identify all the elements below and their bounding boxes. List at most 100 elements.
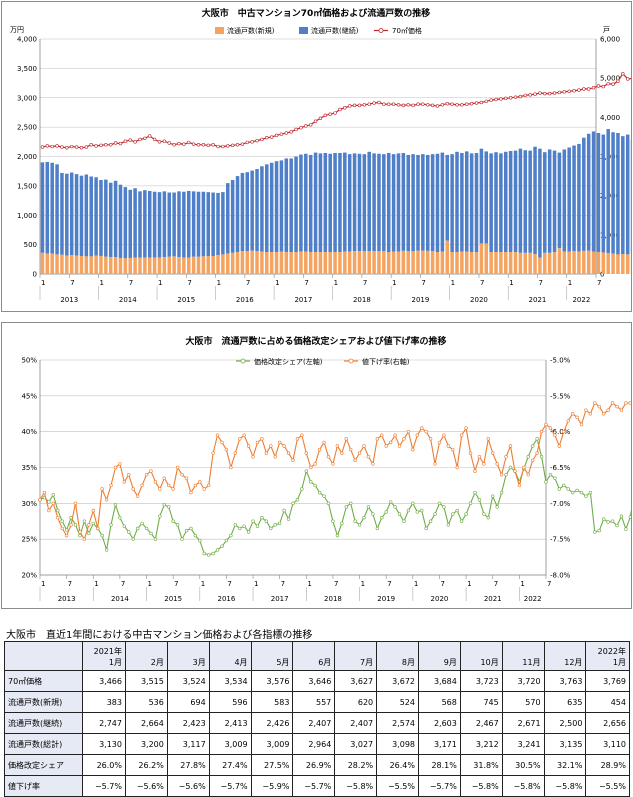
bar-continuing bbox=[241, 173, 245, 251]
rate-point bbox=[478, 455, 481, 458]
bar-continuing bbox=[255, 169, 259, 251]
share-point bbox=[198, 539, 201, 542]
bar-continuing bbox=[94, 177, 98, 255]
bar-continuing bbox=[548, 149, 552, 252]
bar-new bbox=[597, 252, 601, 274]
column-year bbox=[422, 646, 457, 657]
bar-continuing bbox=[231, 180, 235, 253]
price-point bbox=[382, 103, 385, 106]
price-point bbox=[524, 94, 527, 97]
share-point bbox=[118, 516, 121, 519]
table-cell: 3,009 bbox=[209, 734, 251, 755]
price-point bbox=[46, 145, 49, 148]
share-point bbox=[256, 525, 259, 528]
table-cell: 570 bbox=[502, 692, 544, 713]
bar-continuing bbox=[353, 153, 357, 251]
bar-continuing bbox=[299, 155, 303, 252]
price-point bbox=[446, 102, 449, 105]
rate-point bbox=[79, 531, 82, 534]
bar-new bbox=[324, 252, 328, 274]
share-point bbox=[611, 520, 614, 523]
bar-new bbox=[480, 243, 484, 274]
table-cell: 2,500 bbox=[544, 713, 586, 734]
price-point bbox=[256, 139, 259, 142]
share-point bbox=[247, 531, 250, 534]
column-year bbox=[171, 646, 206, 657]
table-cell: 3,117 bbox=[167, 734, 209, 755]
price-point bbox=[329, 113, 332, 116]
rate-point bbox=[114, 466, 117, 469]
bar-new bbox=[333, 252, 337, 274]
bar-continuing bbox=[528, 151, 532, 253]
bar-new bbox=[353, 251, 357, 274]
share-point bbox=[127, 531, 130, 534]
share-point bbox=[553, 477, 556, 480]
rate-point bbox=[185, 477, 188, 480]
bar-new bbox=[114, 257, 118, 274]
price-point bbox=[231, 144, 234, 147]
price-point bbox=[182, 143, 185, 146]
rate-point bbox=[70, 523, 73, 526]
price-point bbox=[143, 137, 146, 140]
rate-point bbox=[394, 434, 397, 437]
price-point bbox=[104, 143, 107, 146]
left-tick-label: 35% bbox=[21, 464, 37, 472]
bar-continuing bbox=[260, 166, 264, 251]
column-year bbox=[255, 646, 290, 657]
table-cell: −5.7% bbox=[209, 776, 251, 797]
right-tick-label: -5.5% bbox=[550, 392, 571, 400]
bar-new bbox=[299, 252, 303, 274]
bar-continuing bbox=[553, 151, 557, 252]
x-year-label: 2021 bbox=[529, 296, 547, 304]
share-point bbox=[527, 455, 530, 458]
rate-point bbox=[269, 445, 272, 448]
bar-new bbox=[406, 251, 410, 274]
table-cell: 28.9% bbox=[586, 755, 630, 776]
legend-swatch-continuing bbox=[299, 27, 308, 34]
bar-continuing bbox=[143, 190, 147, 257]
legend-label-price: 70㎡価格 bbox=[392, 26, 422, 35]
bar-new bbox=[416, 251, 420, 275]
column-month: 3月 bbox=[171, 657, 206, 668]
price-point bbox=[285, 132, 288, 135]
bar-new bbox=[304, 252, 308, 274]
left-tick-label: 25% bbox=[21, 536, 37, 544]
rate-point bbox=[540, 430, 543, 433]
left-tick-label: 2,500 bbox=[17, 124, 37, 132]
x-month-label: 1 bbox=[509, 279, 513, 287]
share-point bbox=[252, 520, 255, 523]
price-point bbox=[114, 142, 117, 145]
bar-continuing bbox=[324, 153, 328, 252]
bar-new bbox=[89, 256, 93, 274]
share-point bbox=[194, 534, 197, 537]
left-tick-label: 45% bbox=[21, 392, 37, 400]
price-point bbox=[573, 89, 576, 92]
column-month: 12月 bbox=[548, 657, 583, 668]
bar-new bbox=[358, 251, 362, 274]
table-cell: 3,646 bbox=[293, 671, 335, 692]
share-point bbox=[487, 516, 490, 519]
bar-continuing bbox=[192, 191, 196, 256]
rate-point bbox=[225, 448, 228, 451]
price-point bbox=[475, 102, 478, 105]
price-point bbox=[158, 140, 161, 143]
chart-title: 大阪市 流通戸数に占める価格改定シェアおよび値下げ率の推移 bbox=[185, 335, 446, 347]
rate-point bbox=[56, 516, 59, 519]
table-cell: 26.9% bbox=[293, 755, 335, 776]
bar-continuing bbox=[533, 147, 537, 254]
bar-new bbox=[563, 252, 567, 274]
rate-point bbox=[629, 402, 631, 405]
table-cell: −5.8% bbox=[502, 776, 544, 797]
share-point bbox=[283, 509, 286, 512]
column-year: 2022年 bbox=[589, 646, 626, 657]
price-point bbox=[290, 130, 293, 133]
price-point bbox=[582, 88, 585, 91]
table-cell: 2,964 bbox=[293, 734, 335, 755]
rate-point bbox=[176, 466, 179, 469]
price-point bbox=[495, 98, 498, 101]
rate-point bbox=[300, 434, 303, 437]
price-point bbox=[436, 105, 439, 108]
rate-point bbox=[585, 409, 588, 412]
bar-new bbox=[528, 253, 532, 274]
share-point bbox=[314, 484, 317, 487]
